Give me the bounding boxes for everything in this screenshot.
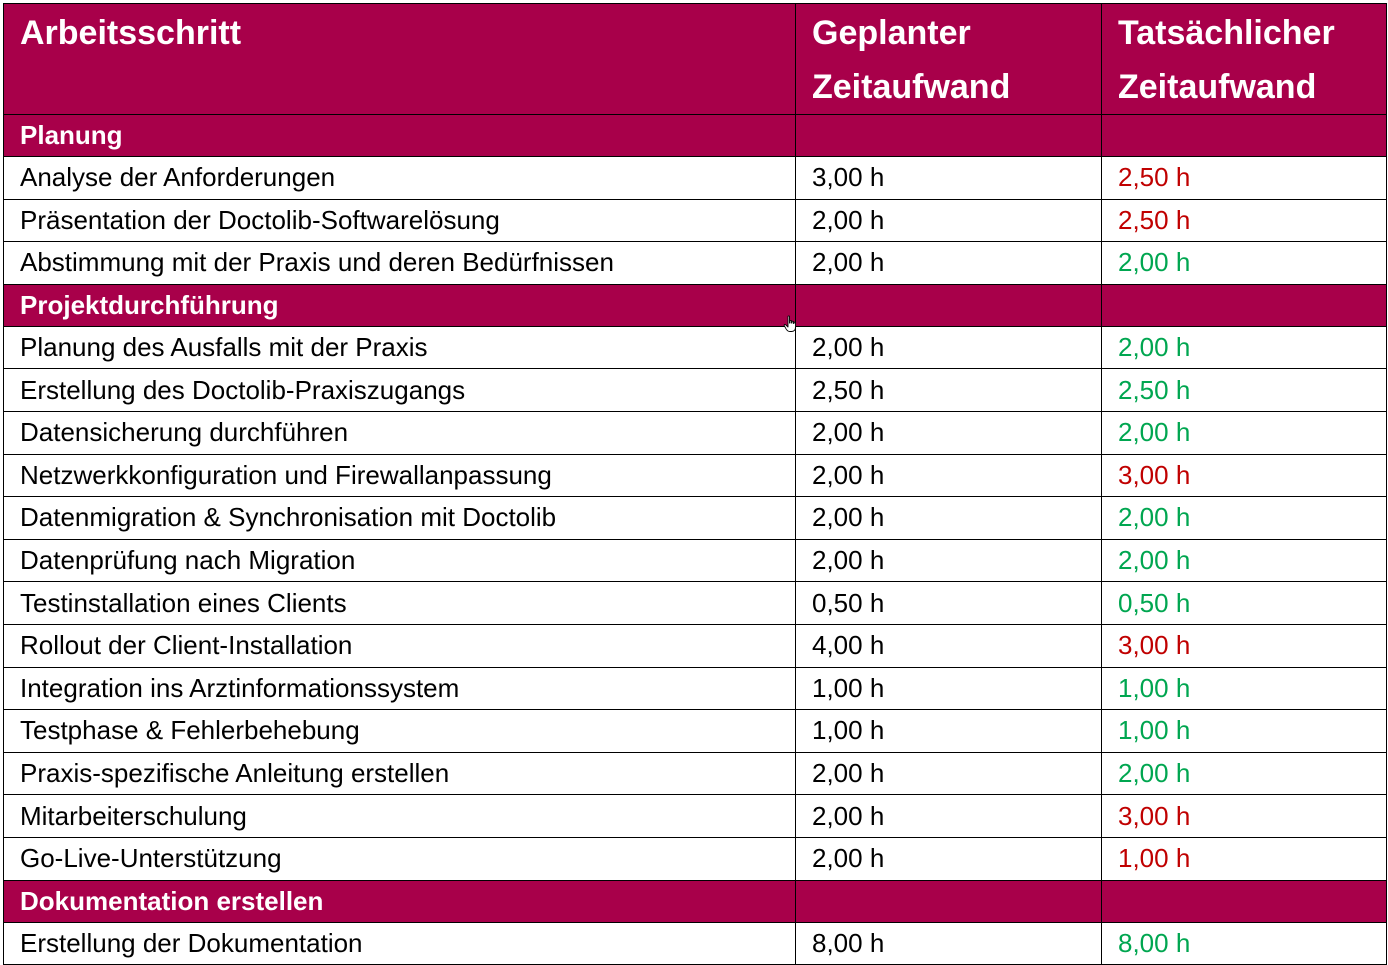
actual-cell: 2,50 h xyxy=(1101,156,1387,200)
step-cell: Erstellung der Dokumentation xyxy=(3,921,796,965)
section-empty-cell xyxy=(1101,283,1387,327)
section-title: Planung xyxy=(3,114,796,157)
table-row: Netzwerkkonfiguration und Firewallanpass… xyxy=(3,453,1387,498)
planned-cell: 2,00 h xyxy=(795,538,1102,583)
table-body: Planung Analyse der Anforderungen 3,00 h 2,… xyxy=(3,114,1387,965)
actual-cell: 2,50 h xyxy=(1101,198,1387,243)
actual-cell: 1,00 h xyxy=(1101,836,1387,881)
time-comparison-table: Arbeitsschritt Geplanter Zeitaufwand Tat… xyxy=(3,3,1387,965)
table-row: Datenprüfung nach Migration 2,00 h 2,00 h xyxy=(3,538,1387,583)
table-row: Mitarbeiterschulung 2,00 h 3,00 h xyxy=(3,794,1387,838)
actual-cell: 2,00 h xyxy=(1101,410,1387,455)
actual-cell: 8,00 h xyxy=(1101,921,1387,965)
section-empty-cell xyxy=(795,879,1102,923)
actual-cell: 2,00 h xyxy=(1101,241,1387,285)
step-cell: Netzwerkkonfiguration und Firewallanpass… xyxy=(3,453,796,498)
step-cell: Mitarbeiterschulung xyxy=(3,794,796,838)
step-cell: Erstellung des Doctolib-Praxiszugangs xyxy=(3,368,796,412)
planned-cell: 2,50 h xyxy=(795,368,1102,412)
table-row: Go-Live-Unterstützung 2,00 h 1,00 h xyxy=(3,836,1387,881)
table-row: Testphase & Fehlerbehebung 1,00 h 1,00 h xyxy=(3,709,1387,753)
actual-cell: 1,00 h xyxy=(1101,666,1387,711)
actual-cell: 2,00 h xyxy=(1101,538,1387,583)
planned-cell: 0,50 h xyxy=(795,581,1102,625)
actual-cell: 2,00 h xyxy=(1101,325,1387,370)
step-cell: Präsentation der Doctolib-Softwarelösung xyxy=(3,198,796,243)
actual-cell: 2,00 h xyxy=(1101,751,1387,796)
step-cell: Analyse der Anforderungen xyxy=(3,156,796,200)
step-cell: Go-Live-Unterstützung xyxy=(3,836,796,881)
step-cell: Planung des Ausfalls mit der Praxis xyxy=(3,325,796,370)
planned-cell: 2,00 h xyxy=(795,496,1102,540)
section-row: Planung xyxy=(3,114,1387,157)
step-cell: Abstimmung mit der Praxis und deren Bedü… xyxy=(3,241,796,285)
table-header-row: Arbeitsschritt Geplanter Zeitaufwand Tat… xyxy=(3,3,1387,115)
planned-cell: 8,00 h xyxy=(795,921,1102,965)
table-row: Analyse der Anforderungen 3,00 h 2,50 h xyxy=(3,156,1387,200)
table-row: Abstimmung mit der Praxis und deren Bedü… xyxy=(3,241,1387,285)
step-cell: Testphase & Fehlerbehebung xyxy=(3,709,796,753)
step-cell: Integration ins Arztinformationssystem xyxy=(3,666,796,711)
actual-cell: 2,50 h xyxy=(1101,368,1387,412)
planned-cell: 2,00 h xyxy=(795,410,1102,455)
header-actual: Tatsächlicher Zeitaufwand xyxy=(1101,3,1387,115)
step-cell: Datensicherung durchführen xyxy=(3,410,796,455)
planned-cell: 2,00 h xyxy=(795,453,1102,498)
planned-cell: 1,00 h xyxy=(795,666,1102,711)
actual-cell: 1,00 h xyxy=(1101,709,1387,753)
step-cell: Datenmigration & Synchronisation mit Doc… xyxy=(3,496,796,540)
section-title: Dokumentation erstellen xyxy=(3,879,796,923)
section-empty-cell xyxy=(795,114,1102,157)
planned-cell: 4,00 h xyxy=(795,623,1102,668)
planned-cell: 1,00 h xyxy=(795,709,1102,753)
table-row: Erstellung des Doctolib-Praxiszugangs 2,5… xyxy=(3,368,1387,412)
step-cell: Datenprüfung nach Migration xyxy=(3,538,796,583)
table-row: Erstellung der Dokumentation 8,00 h 8,00 h xyxy=(3,921,1387,965)
table-row: Rollout der Client-Installation 4,00 h 3,0… xyxy=(3,623,1387,668)
table-row: Praxis-spezifische Anleitung erstellen 2,… xyxy=(3,751,1387,796)
header-planned: Geplanter Zeitaufwand xyxy=(795,3,1102,115)
table-row: Präsentation der Doctolib-Softwarelösung… xyxy=(3,198,1387,243)
step-cell: Praxis-spezifische Anleitung erstellen xyxy=(3,751,796,796)
actual-cell: 3,00 h xyxy=(1101,623,1387,668)
planned-cell: 2,00 h xyxy=(795,836,1102,881)
planned-cell: 3,00 h xyxy=(795,156,1102,200)
section-row: Projektdurchführung xyxy=(3,283,1387,327)
table-row: Integration ins Arztinformationssystem 1,… xyxy=(3,666,1387,711)
planned-cell: 2,00 h xyxy=(795,751,1102,796)
section-empty-cell xyxy=(1101,114,1387,157)
actual-cell: 0,50 h xyxy=(1101,581,1387,625)
table-row: Testinstallation eines Clients 0,50 h 0,50… xyxy=(3,581,1387,625)
section-empty-cell xyxy=(1101,879,1387,923)
planned-cell: 2,00 h xyxy=(795,241,1102,285)
table-row: Datenmigration & Synchronisation mit Doc… xyxy=(3,496,1387,540)
section-title: Projektdurchführung xyxy=(3,283,796,327)
actual-cell: 3,00 h xyxy=(1101,453,1387,498)
planned-cell: 2,00 h xyxy=(795,794,1102,838)
section-empty-cell xyxy=(795,283,1102,327)
table-row: Datensicherung durchführen 2,00 h 2,00 h xyxy=(3,410,1387,455)
planned-cell: 2,00 h xyxy=(795,325,1102,370)
actual-cell: 3,00 h xyxy=(1101,794,1387,838)
step-cell: Testinstallation eines Clients xyxy=(3,581,796,625)
table-row: Planung des Ausfalls mit der Praxis 2,00 … xyxy=(3,325,1387,370)
step-cell: Rollout der Client-Installation xyxy=(3,623,796,668)
actual-cell: 2,00 h xyxy=(1101,496,1387,540)
planned-cell: 2,00 h xyxy=(795,198,1102,243)
header-step: Arbeitsschritt xyxy=(3,3,796,115)
section-row: Dokumentation erstellen xyxy=(3,879,1387,923)
